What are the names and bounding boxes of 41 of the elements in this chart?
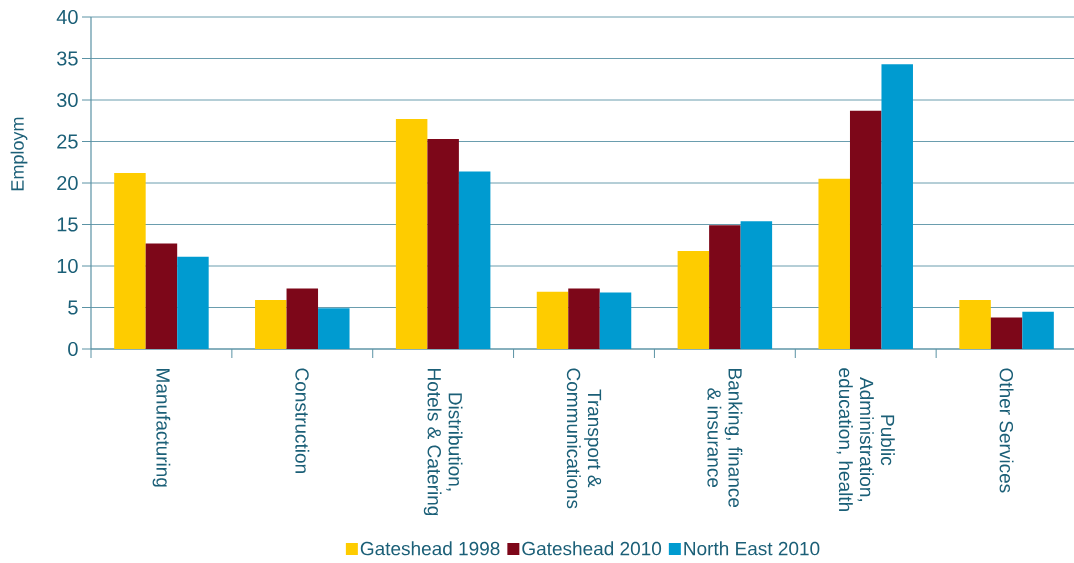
- bar: [818, 178, 850, 349]
- bar: [427, 139, 459, 349]
- x-tick-label: Public Administration, education, health: [836, 368, 895, 511]
- bar: [568, 288, 600, 349]
- y-tick-label: 40: [56, 9, 78, 25]
- bar: [849, 110, 882, 349]
- bar: [255, 300, 287, 349]
- bar: [536, 291, 569, 349]
- bar: [177, 256, 209, 349]
- x-tick-label: Construction: [295, 368, 310, 473]
- bar: [740, 221, 773, 349]
- bar: [145, 243, 178, 349]
- legend-label: North East 2010: [684, 541, 820, 556]
- x-tick-label: Other Services: [999, 368, 1014, 493]
- bar: [881, 64, 913, 349]
- bar: [395, 119, 428, 349]
- bar: [114, 173, 146, 349]
- x-tick-label: Manufacturing: [152, 369, 171, 487]
- y-tick-label: 5: [68, 300, 78, 315]
- x-tick-label: Distribution, Hotels & Catering: [423, 369, 463, 516]
- bar: [990, 317, 1023, 349]
- x-tick-label: Banking, finance & insurance: [707, 369, 743, 508]
- bar: [677, 251, 710, 349]
- y-tick-label: 15: [57, 217, 78, 232]
- bar: [318, 308, 350, 349]
- y-tick-label: 25: [57, 134, 78, 149]
- bar: [286, 288, 319, 349]
- y-tick-label: 30: [57, 92, 78, 108]
- legend-label: Gateshead 2010: [522, 541, 662, 556]
- y-tick-label: 0: [68, 341, 78, 357]
- y-axis-title: Employm: [10, 117, 28, 191]
- y-tick-label: 10: [57, 258, 78, 274]
- legend-label: Gateshead 1998: [360, 541, 500, 556]
- y-tick-label: 35: [57, 51, 78, 66]
- x-tick-label: Transport & Communications: [566, 368, 602, 509]
- bar: [599, 292, 632, 349]
- y-tick-label: 20: [57, 175, 78, 191]
- bar: [1022, 311, 1054, 349]
- bar: [709, 225, 741, 349]
- bar: [959, 300, 991, 349]
- bar: [458, 171, 491, 349]
